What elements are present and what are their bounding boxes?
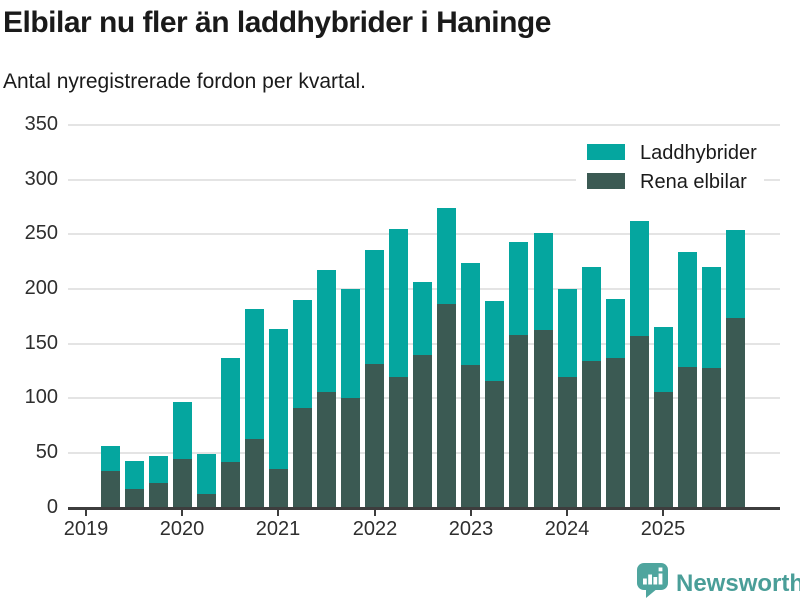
- bar-segment-rena-elbilar: [125, 489, 144, 507]
- x-axis-tick-label: 2024: [544, 518, 590, 540]
- newsworthy-brand-text: Newsworthy: [676, 570, 800, 597]
- bar-segment-laddhybrider: [173, 402, 192, 459]
- bar-segment-rena-elbilar: [726, 318, 745, 507]
- bar-segment-rena-elbilar: [317, 392, 336, 507]
- bar-segment-rena-elbilar: [606, 358, 625, 507]
- y-axis-tick-label: 150: [24, 332, 58, 354]
- bar-segment-rena-elbilar: [365, 364, 384, 507]
- legend: Laddhybrider Rena elbilar: [576, 133, 764, 195]
- legend-swatch-rena-elbilar: [587, 173, 625, 189]
- y-axis-tick-label: 100: [24, 386, 58, 408]
- x-axis-tick: [374, 510, 376, 516]
- bar-segment-laddhybrider: [269, 329, 288, 469]
- bar-segment-laddhybrider: [197, 454, 216, 494]
- chart-title: Elbilar nu fler än laddhybrider i Haning…: [3, 6, 551, 39]
- y-axis-tick-label: 200: [24, 277, 58, 299]
- gridline: [68, 124, 780, 126]
- bar-segment-laddhybrider: [413, 282, 432, 355]
- y-axis-tick-label: 50: [35, 441, 58, 463]
- bar-segment-laddhybrider: [509, 242, 528, 335]
- bar-segment-laddhybrider: [534, 233, 553, 330]
- bar-segment-laddhybrider: [606, 299, 625, 358]
- bar-segment-rena-elbilar: [149, 483, 168, 507]
- bar-segment-rena-elbilar: [341, 398, 360, 507]
- bar-segment-rena-elbilar: [534, 330, 553, 507]
- bar-segment-rena-elbilar: [582, 361, 601, 507]
- bar-segment-laddhybrider: [678, 252, 697, 367]
- bar-segment-laddhybrider: [702, 267, 721, 368]
- newsworthy-logo-icon: [637, 563, 668, 598]
- bar-segment-laddhybrider: [485, 301, 504, 381]
- x-axis-tick: [85, 510, 87, 516]
- bar-segment-laddhybrider: [582, 267, 601, 361]
- x-axis-tick: [181, 510, 183, 516]
- y-axis-tick-label: 350: [24, 113, 58, 135]
- bar-segment-laddhybrider: [293, 300, 312, 408]
- bar-segment-rena-elbilar: [173, 459, 192, 507]
- y-axis-tick-label: 250: [24, 222, 58, 244]
- bar-segment-rena-elbilar: [654, 392, 673, 507]
- x-axis-tick: [662, 510, 664, 516]
- legend-label: Rena elbilar: [640, 171, 747, 193]
- bar-segment-laddhybrider: [389, 229, 408, 377]
- bar-segment-rena-elbilar: [461, 365, 480, 507]
- x-axis-tick-label: 2023: [448, 518, 494, 540]
- x-axis-tick: [566, 510, 568, 516]
- x-axis-tick: [277, 510, 279, 516]
- y-axis-tick-label: 300: [24, 168, 58, 190]
- chart-subtitle: Antal nyregistrerade fordon per kvartal.: [3, 70, 367, 93]
- legend-label: Laddhybrider: [640, 142, 757, 164]
- bar-segment-laddhybrider: [221, 358, 240, 462]
- legend-swatch-laddhybrider: [587, 144, 625, 160]
- x-axis-line: [68, 507, 780, 510]
- bar-segment-laddhybrider: [245, 309, 264, 439]
- x-axis-tick: [470, 510, 472, 516]
- bar-segment-laddhybrider: [654, 327, 673, 392]
- bar-segment-rena-elbilar: [413, 355, 432, 507]
- bar-segment-rena-elbilar: [702, 368, 721, 507]
- bar-segment-rena-elbilar: [389, 377, 408, 507]
- bar-segment-laddhybrider: [630, 221, 649, 336]
- bar-segment-rena-elbilar: [101, 471, 120, 507]
- y-axis-tick-label: 0: [46, 496, 58, 518]
- bar-segment-laddhybrider: [149, 456, 168, 483]
- bar-segment-rena-elbilar: [197, 494, 216, 507]
- bar-segment-rena-elbilar: [509, 335, 528, 507]
- bar-segment-rena-elbilar: [678, 367, 697, 507]
- gridline: [68, 233, 780, 235]
- bar-segment-laddhybrider: [101, 446, 120, 471]
- bar-segment-rena-elbilar: [485, 381, 504, 507]
- bar-segment-rena-elbilar: [293, 408, 312, 507]
- bar-segment-rena-elbilar: [558, 377, 577, 507]
- bar-segment-laddhybrider: [437, 208, 456, 304]
- bar-segment-laddhybrider: [341, 289, 360, 398]
- legend-item-laddhybrider: Laddhybrider: [576, 142, 764, 170]
- bar-segment-rena-elbilar: [221, 462, 240, 507]
- bar-segment-laddhybrider: [317, 270, 336, 392]
- x-axis-tick-label: 2025: [640, 518, 686, 540]
- x-axis-tick-label: 2019: [63, 518, 109, 540]
- bar-segment-laddhybrider: [726, 230, 745, 318]
- gridline: [68, 179, 780, 181]
- bar-segment-laddhybrider: [461, 263, 480, 365]
- bar-segment-laddhybrider: [558, 289, 577, 377]
- x-axis-tick-label: 2020: [159, 518, 205, 540]
- bar-segment-laddhybrider: [125, 461, 144, 489]
- x-axis-tick-label: 2022: [352, 518, 398, 540]
- x-axis-tick-label: 2021: [255, 518, 301, 540]
- bar-segment-rena-elbilar: [245, 439, 264, 507]
- bar-segment-rena-elbilar: [269, 469, 288, 507]
- legend-item-rena-elbilar: Rena elbilar: [576, 171, 764, 199]
- bar-segment-laddhybrider: [365, 250, 384, 364]
- bar-segment-rena-elbilar: [437, 304, 456, 507]
- bar-segment-rena-elbilar: [630, 336, 649, 507]
